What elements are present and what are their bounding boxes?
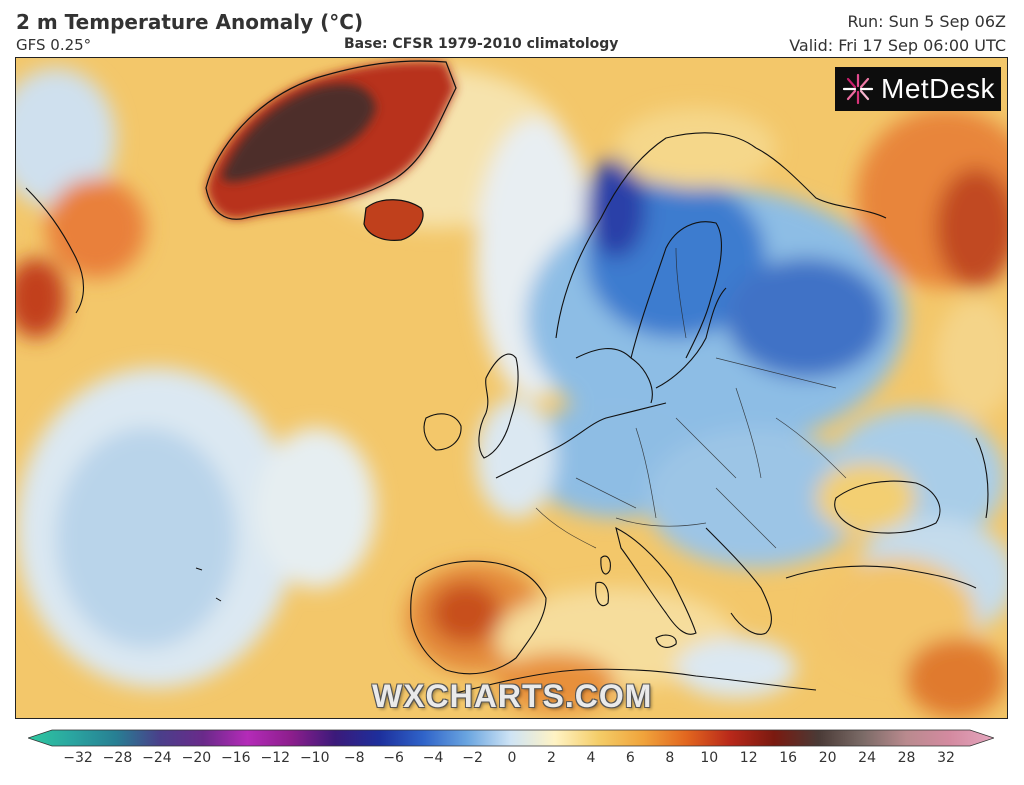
metdesk-logo: MetDesk [835, 67, 1001, 111]
atlantic-islands [195, 567, 222, 602]
colorbar-tick-label: −24 [142, 750, 172, 766]
run-time-label: Run: Sun 5 Sep 06Z [847, 12, 1006, 31]
colorbar-tick-label: 0 [507, 750, 517, 766]
colorbar-tick-label: −4 [422, 750, 444, 766]
colorbar-tick-label: 24 [858, 750, 876, 766]
colorbar-tick-label: −8 [343, 750, 365, 766]
colorbar-tick-label: 8 [665, 750, 675, 766]
colorbar-tick-label: −10 [299, 750, 330, 766]
colorbar-tick-label: −2 [462, 750, 483, 766]
colorbar-tick-label: −28 [102, 750, 133, 766]
colorbar-tick-label: 2 [546, 750, 556, 766]
colorbar-tick-label: 10 [700, 750, 719, 766]
colorbar-tick-label: 12 [739, 750, 758, 766]
logo-text: MetDesk [881, 73, 995, 104]
colorbar-tick-label: 6 [625, 750, 635, 766]
wxcharts-watermark: WXCHARTS.COM [372, 678, 653, 714]
colorbar-tick-label: −6 [383, 750, 404, 766]
coastlines [25, 132, 989, 694]
greenland-anomaly [205, 60, 457, 220]
colorbar-bar [28, 729, 994, 747]
starburst-logo-icon [842, 73, 874, 105]
anomaly-colorbar [28, 729, 994, 747]
model-label: GFS 0.25° [16, 36, 92, 54]
colorbar-tick-label: −12 [260, 750, 291, 766]
colorbar-tick-label: −32 [63, 750, 93, 766]
colorbar-tick-label: 16 [779, 750, 798, 766]
colorbar-tick-label: 20 [818, 750, 837, 766]
iceland [363, 199, 424, 241]
colorbar-tick-label: 32 [937, 750, 955, 766]
climatology-base-label: Base: CFSR 1979-2010 climatology [344, 36, 619, 52]
colorbar-tick-label: 4 [586, 750, 596, 766]
map-canvas [16, 58, 1007, 718]
valid-time-label: Valid: Fri 17 Sep 06:00 UTC [789, 36, 1006, 55]
colorbar-tick-label: 28 [897, 750, 916, 766]
country-borders [535, 247, 847, 549]
colorbar-tick-label: −20 [181, 750, 212, 766]
anomaly-field [16, 68, 1007, 718]
anomaly-map: MetDesk WXCHARTS.COM [15, 57, 1008, 719]
colorbar-tick-label: −16 [221, 750, 251, 766]
chart-title: 2 m Temperature Anomaly (°C) [16, 10, 364, 34]
